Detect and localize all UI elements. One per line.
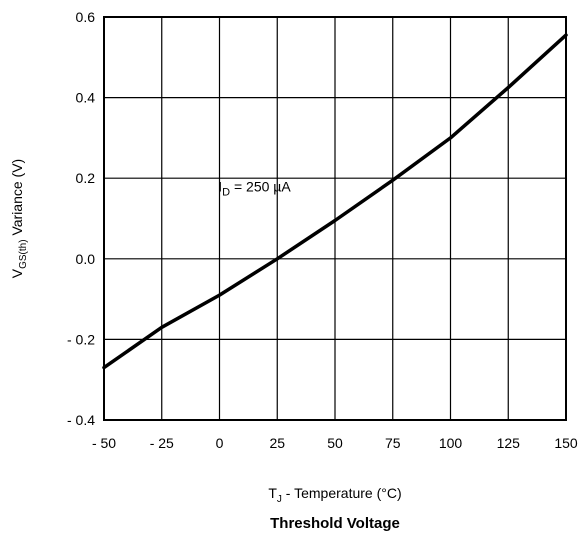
x-tick-label: 125 xyxy=(497,435,521,451)
y-tick-labels: 0.6 0.4 0.2 0.0 - 0.2 - 0.4 xyxy=(67,9,95,428)
plot-frame xyxy=(103,16,567,421)
x-axis-label-rest: - Temperature (°C) xyxy=(282,485,402,501)
y-axis-label-main: V xyxy=(9,268,25,278)
x-tick-label: 150 xyxy=(554,435,578,451)
y-axis-label-rest: Variance (V) xyxy=(9,159,25,240)
series-line xyxy=(102,33,568,370)
x-tick-label: 0 xyxy=(216,435,224,451)
y-axis-label: VGS(th) Variance (V) xyxy=(9,159,29,278)
annotation-label: ID = 250 µA xyxy=(218,178,291,198)
x-tick-labels: - 50 - 25 0 25 50 75 100 125 150 xyxy=(92,435,578,451)
x-axis-label-main: T xyxy=(268,485,277,501)
y-tick-label: - 0.4 xyxy=(67,412,95,428)
x-axis-label: TJ - Temperature (°C) xyxy=(268,485,401,505)
y-tick-label: 0.4 xyxy=(76,90,96,106)
y-axis-label-sub: GS(th) xyxy=(18,239,29,268)
annotation-main: I xyxy=(218,178,222,194)
y-tick-label: 0.0 xyxy=(76,251,96,267)
annotation-rest: = 250 µA xyxy=(230,178,291,194)
x-tick-label: 100 xyxy=(439,435,463,451)
x-tick-label: 25 xyxy=(269,435,285,451)
y-tick-label: - 0.2 xyxy=(67,331,95,347)
x-tick-label: 75 xyxy=(385,435,401,451)
x-tick-label: - 25 xyxy=(150,435,174,451)
y-tick-label: 0.2 xyxy=(76,170,96,186)
x-tick-label: - 50 xyxy=(92,435,116,451)
x-axis-label-sub: J xyxy=(277,494,282,505)
x-tick-label: 50 xyxy=(327,435,343,451)
chart-title: Threshold Voltage xyxy=(270,515,400,532)
annotation-sub: D xyxy=(222,186,230,198)
y-tick-label: 0.6 xyxy=(76,9,96,25)
